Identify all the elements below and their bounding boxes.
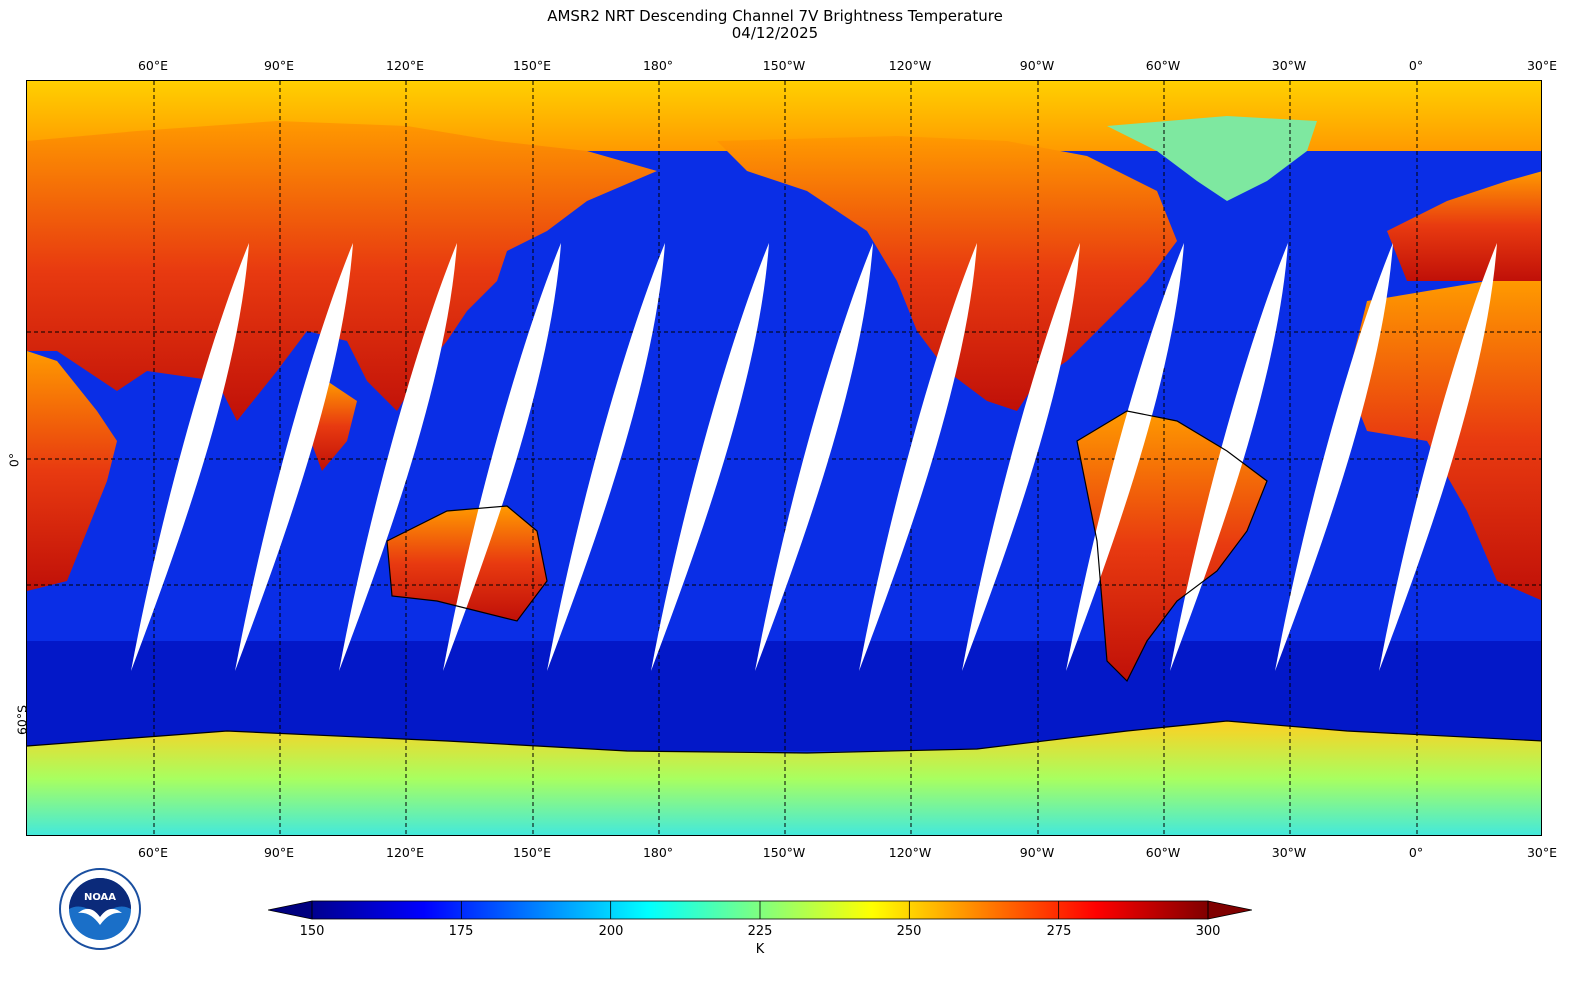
colorbar-tick-label: 200 <box>598 924 624 939</box>
chart-date: 04/12/2025 <box>731 24 819 42</box>
lon-tick-bottom: 60°E <box>137 845 169 860</box>
noaa-emblem-icon: NOAA <box>59 868 141 950</box>
lon-tick-top: 60°W <box>1145 58 1181 73</box>
lon-tick-bottom: 60°W <box>1145 845 1181 860</box>
lon-tick-top: 0° <box>1408 58 1424 73</box>
map-canvas <box>27 81 1541 835</box>
colorbar-extend-high <box>1207 900 1253 920</box>
lon-tick-top: 120°W <box>888 58 932 73</box>
swath-gap <box>131 243 249 671</box>
lon-tick-top: 90°E <box>263 58 295 73</box>
lon-tick-top: 120°E <box>385 58 425 73</box>
swath-gaps <box>131 243 1497 671</box>
noaa-logo-gull <box>78 908 122 925</box>
swath-gap <box>339 243 457 671</box>
lon-tick-top: 30°E <box>1526 58 1558 73</box>
coastline-south-america <box>1076 410 1268 683</box>
swath-gap <box>1275 243 1393 671</box>
swath-gap <box>755 243 873 671</box>
colorbar-svg <box>267 900 1253 920</box>
swath-gap <box>859 243 977 671</box>
landmass-africa-west <box>27 351 117 591</box>
lon-tick-top: 30°W <box>1271 58 1307 73</box>
chart-title: AMSR2 NRT Descending Channel 7V Brightne… <box>547 7 1003 25</box>
lon-tick-top: 150°E <box>512 58 552 73</box>
colorbar-tick-marks <box>311 901 1209 919</box>
swath-gap <box>1379 243 1497 671</box>
lon-tick-bottom: 30°E <box>1526 845 1558 860</box>
graticule <box>27 81 1541 835</box>
lon-tick-top: 150°W <box>762 58 806 73</box>
lon-tick-bottom: 90°W <box>1019 845 1055 860</box>
lon-tick-bottom: 120°E <box>385 845 425 860</box>
noaa-logo: NOAA <box>58 867 142 951</box>
lat-tick-equator: 0° <box>6 452 22 468</box>
lon-tick-bottom: 180° <box>642 845 674 860</box>
lon-tick-top: 60°E <box>137 58 169 73</box>
noaa-logo-lettering: NOAA <box>84 892 116 903</box>
landmass-greenland <box>1107 116 1317 201</box>
swath-gap <box>962 243 1080 671</box>
swath-gap <box>443 243 561 671</box>
swath-gap <box>651 243 769 671</box>
lon-tick-top: 180° <box>642 58 674 73</box>
brightness-temperature-map <box>26 80 1542 836</box>
colorbar-tick-label: 175 <box>448 924 474 939</box>
landmass-asia <box>27 121 657 421</box>
colorbar-tick-label: 250 <box>896 924 922 939</box>
colorbar-tick-label: 275 <box>1046 924 1072 939</box>
lon-tick-bottom: 120°W <box>888 845 932 860</box>
swath-gap <box>1066 243 1184 671</box>
lon-tick-top: 90°W <box>1019 58 1055 73</box>
lon-tick-bottom: 0° <box>1408 845 1424 860</box>
lon-tick-bottom: 90°E <box>263 845 295 860</box>
colorbar-tick-label: 225 <box>747 924 773 939</box>
colorbar-unit-label: K <box>755 942 765 957</box>
colorbar <box>267 900 1253 920</box>
landmass-europe <box>1387 171 1541 281</box>
swath-gap <box>547 243 665 671</box>
lon-tick-bottom: 150°E <box>512 845 552 860</box>
lon-tick-bottom: 30°W <box>1271 845 1307 860</box>
noaa-logo-sky <box>69 878 131 919</box>
coastlines <box>27 410 1541 754</box>
lon-tick-bottom: 150°W <box>762 845 806 860</box>
colorbar-extend-low <box>267 900 313 920</box>
swath-gap <box>235 243 353 671</box>
colorbar-tick-label: 150 <box>299 924 325 939</box>
coastline-antarctica <box>27 720 1541 754</box>
colorbar-tick-label: 300 <box>1195 924 1221 939</box>
swath-gap <box>1170 243 1288 671</box>
coastline-australia <box>386 505 548 622</box>
